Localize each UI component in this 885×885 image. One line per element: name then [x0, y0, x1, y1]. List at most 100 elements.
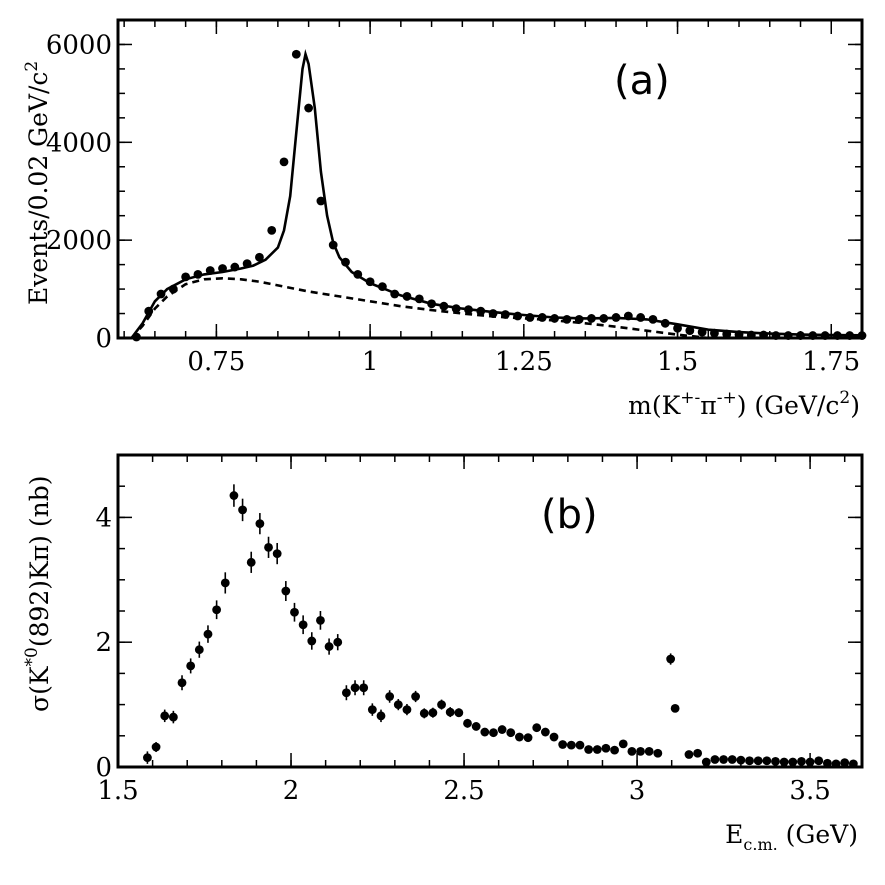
panel-b-x-tick-label: 2.5 [443, 776, 484, 806]
panel-b-data-point [610, 745, 619, 755]
panel-b-data-point [333, 637, 343, 647]
panel-b-data-point [246, 557, 256, 567]
panel-a-ticks: 0.75 1 1.25 1.5 1.75 0 2000 4000 6000 [46, 19, 863, 377]
panel-a-x-tick-label: 1 [362, 347, 379, 377]
panel-b-data-point [324, 642, 334, 651]
panel-a-y-tick-label: 4000 [46, 128, 112, 158]
panel-b-data-point [636, 747, 645, 756]
panel-b-data-point [463, 718, 472, 728]
panel-b-data-point [779, 757, 789, 767]
panel-a-x-axis-label: m(K+-π-+) (GeV/c2) [628, 388, 860, 420]
panel-a-ylabel-sup: 2 [22, 61, 42, 72]
panel-a-x-tick-label: 1.75 [802, 347, 860, 377]
panel-b-data-point [670, 703, 680, 713]
panel-a-y-axis-label: Events/0.02 GeV/c2 [22, 61, 53, 305]
panel-b-data-point [203, 629, 213, 639]
panel-b-data-point [592, 745, 602, 754]
panel-b-data-point [710, 755, 720, 764]
panel-b-data-point [272, 549, 282, 558]
panel-b-data-point [693, 748, 703, 758]
panel-b-data-point [428, 708, 438, 718]
panel-b: 1.5 2 2.5 3 3.5 0 2 4 (b) σ(K*0(892)Kπ) (nb) Ec… [22, 453, 864, 854]
panel-b-data-point [814, 756, 824, 766]
panel-b-data-point [238, 505, 247, 515]
panel-b-data-point [255, 519, 265, 529]
panel-b-data-point [523, 733, 533, 743]
panel-a-data-point [685, 326, 695, 336]
panel-a-x-tick-label: 1.25 [495, 347, 553, 377]
panel-b-data-point [532, 723, 542, 733]
panel-a-plot-area [130, 49, 867, 342]
panel-b-x-tick-label: 2 [283, 776, 300, 806]
panel-b-data-point [566, 740, 576, 750]
panel-b-data-point [298, 620, 308, 630]
panel-b-data-point [584, 745, 594, 754]
panel-a-ylabel-main: Events/0.02 GeV/c [24, 72, 53, 305]
panel-b-data-point [281, 586, 291, 596]
panel-b-data-point [411, 692, 420, 701]
panel-a: 0.75 1 1.25 1.5 1.75 0 2000 4000 6000 (a) Events… [22, 18, 867, 420]
panel-b-data-point [618, 739, 628, 749]
panel-b-data-point [220, 578, 230, 588]
panel-a-data-point [291, 49, 301, 59]
panel-b-y-tick-label: 0 [95, 753, 112, 783]
panel-b-data-point [719, 755, 728, 764]
panel-b-data-point [653, 748, 663, 758]
panel-b-data-point [727, 755, 737, 764]
panel-b-data-point [506, 728, 516, 738]
panel-b-data-point [471, 722, 481, 731]
panel-b-data-point [350, 683, 360, 693]
panel-a-y-tick-label: 6000 [46, 30, 112, 60]
panel-b-data-point [601, 743, 611, 753]
panel-b-plot-area [143, 484, 858, 769]
panel-b-tag: (b) [541, 492, 598, 538]
panel-b-data-point [515, 732, 524, 742]
panel-b-data-point [212, 605, 222, 615]
panel-b-data-point [359, 683, 369, 693]
panel-a-y-tick-label: 0 [95, 324, 112, 354]
panel-b-data-point [186, 661, 196, 671]
panel-b-data-point [497, 725, 507, 734]
panel-b-data-point [753, 756, 763, 766]
panel-b-data-point [822, 758, 832, 768]
panel-b-x-tick-label: 3.5 [789, 776, 830, 806]
panel-b-data-point [177, 678, 187, 688]
panel-b-data-point [402, 705, 412, 714]
panel-b-data-point [160, 711, 170, 721]
panel-b-data-point [788, 757, 798, 767]
panel-b-frame [116, 453, 864, 769]
panel-b-data-point [558, 740, 568, 749]
panel-a-y-tick-label: 2000 [46, 226, 112, 256]
panel-b-data-point [307, 636, 317, 646]
panel-b-data-point [540, 727, 550, 737]
panel-b-data-point [290, 607, 299, 617]
panel-b-data-point [549, 732, 559, 742]
panel-b-data-point [745, 756, 754, 766]
panel-b-data-point [627, 747, 637, 756]
panel-b-data-point [445, 707, 455, 717]
panel-b-data-point [316, 615, 325, 625]
panel-a-data-point [255, 252, 264, 262]
panel-a-data-point [316, 196, 326, 206]
panel-b-data-point [194, 645, 204, 655]
panel-b-data-point [143, 753, 152, 763]
panel-b-data-point [341, 688, 351, 698]
panel-a-data-point [267, 225, 277, 235]
panel-b-data-point [762, 756, 772, 766]
panel-b-data-point [151, 742, 161, 752]
panel-b-x-axis-label: Ec.m. (GeV) [725, 820, 858, 854]
panel-b-x-tick-label: 3 [629, 776, 646, 806]
panel-b-y-tick-label: 2 [95, 628, 112, 658]
panel-a-frame [116, 18, 864, 340]
panel-a-x-tick-label: 0.75 [187, 347, 245, 377]
panel-a-fit-curve [130, 49, 863, 339]
panel-b-data-point [454, 708, 464, 718]
panel-b-data-point [168, 712, 178, 722]
panel-b-data-point [684, 750, 694, 759]
panel-b-data-point [367, 705, 377, 714]
panel-b-data-point [644, 747, 654, 756]
panel-a-x-tick-label: 1.5 [657, 347, 698, 377]
panel-b-data-point [376, 711, 386, 721]
panel-b-y-tick-label: 4 [95, 503, 112, 533]
